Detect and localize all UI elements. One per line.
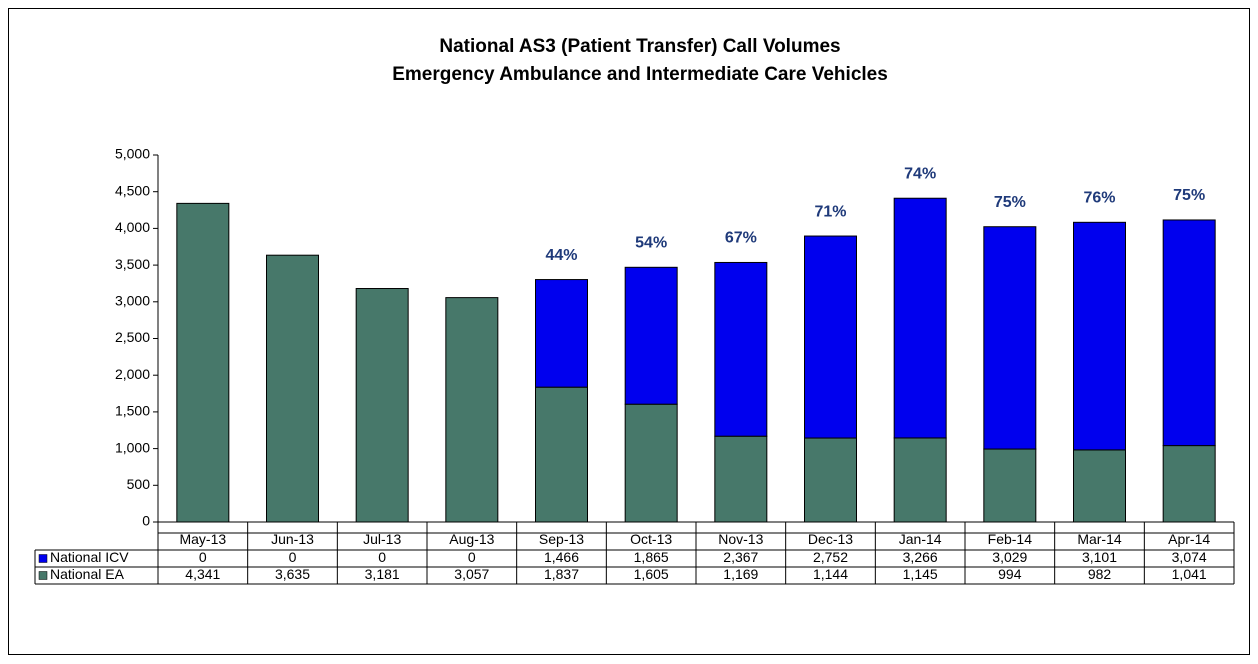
table-value: 994 — [998, 566, 1022, 582]
y-tick-label: 2,500 — [115, 329, 150, 345]
bar-segment — [1162, 445, 1216, 523]
bar-segment — [983, 226, 1037, 450]
table-value: 1,605 — [634, 566, 669, 582]
x-tick-label: Oct-13 — [630, 531, 672, 547]
table-value: 2,367 — [723, 549, 758, 565]
bar-segment — [176, 202, 230, 523]
bar-segment — [804, 235, 857, 439]
table-value: 3,266 — [903, 549, 938, 565]
legend-swatch — [38, 554, 48, 563]
table-value: 1,041 — [1172, 566, 1207, 582]
bar-segment — [893, 437, 947, 523]
y-tick-label: 3,500 — [115, 256, 150, 272]
table-value: 1,865 — [634, 549, 669, 565]
table-value: 3,101 — [1082, 549, 1117, 565]
share-label: 76% — [1083, 190, 1115, 207]
table-value: 0 — [378, 549, 386, 565]
bar-segment — [624, 266, 678, 405]
table-value: 1,145 — [903, 566, 938, 582]
table-value: 1,169 — [723, 566, 758, 582]
bar-segment — [535, 279, 588, 388]
bar-segment — [893, 197, 947, 439]
table-value: 4,341 — [185, 566, 220, 582]
bar-segment — [1073, 449, 1126, 523]
y-tick-label: 4,500 — [115, 182, 150, 198]
table-value: 3,635 — [275, 566, 310, 582]
bar-segment — [445, 297, 499, 523]
chart-title: National AS3 (Patient Transfer) Call Vol… — [439, 36, 840, 57]
bar-segment — [355, 288, 409, 523]
x-tick-label: Jul-13 — [363, 531, 401, 547]
x-tick-label: Dec-13 — [808, 531, 853, 547]
y-tick-label: 3,000 — [115, 293, 150, 309]
x-tick-label: Apr-14 — [1168, 531, 1210, 547]
share-label: 67% — [725, 230, 757, 247]
share-label: 44% — [545, 247, 577, 264]
legend-swatch — [38, 571, 48, 580]
y-tick-label: 4,000 — [115, 219, 150, 235]
table-value: 3,074 — [1172, 549, 1207, 565]
table-value: 2,752 — [813, 549, 848, 565]
table-value: 3,057 — [454, 566, 489, 582]
table-value: 1,466 — [544, 549, 579, 565]
table-value: 1,837 — [544, 566, 579, 582]
table-value: 1,144 — [813, 566, 848, 582]
bar-segment — [624, 403, 678, 523]
x-tick-label: Jan-14 — [899, 531, 942, 547]
bar-segment — [266, 254, 319, 523]
table-value: 3,029 — [992, 549, 1027, 565]
y-tick-label: 500 — [127, 476, 151, 492]
table-value: 0 — [468, 549, 476, 565]
table-value: 982 — [1088, 566, 1112, 582]
table-value: 0 — [199, 549, 207, 565]
share-label: 71% — [814, 203, 846, 220]
legend-label: National ICV — [50, 549, 129, 565]
bar-segment — [714, 261, 768, 437]
x-tick-label: Jun-13 — [271, 531, 314, 547]
y-tick-label: 1,000 — [115, 439, 150, 455]
y-tick-label: 0 — [142, 513, 150, 529]
table-value: 3,181 — [365, 566, 400, 582]
x-tick-label: May-13 — [179, 531, 226, 547]
share-label: 74% — [904, 165, 936, 182]
x-tick-label: Sep-13 — [539, 531, 584, 547]
x-tick-label: Aug-13 — [449, 531, 494, 547]
bar-segment — [1073, 221, 1126, 451]
share-label: 75% — [1173, 187, 1205, 204]
x-tick-label: Nov-13 — [718, 531, 763, 547]
y-tick-label: 2,000 — [115, 366, 150, 382]
bar-segment — [983, 448, 1037, 523]
bar-segment — [1162, 219, 1216, 447]
legend-label: National EA — [50, 566, 125, 582]
chart-subtitle: Emergency Ambulance and Intermediate Car… — [392, 64, 888, 85]
share-label: 54% — [635, 235, 667, 252]
y-tick-label: 5,000 — [115, 146, 150, 162]
share-label: 75% — [994, 194, 1026, 211]
bar-segment — [714, 435, 768, 523]
bar-segment — [804, 437, 857, 523]
y-tick-label: 1,500 — [115, 403, 150, 419]
x-tick-label: Mar-14 — [1077, 531, 1122, 547]
x-tick-label: Feb-14 — [988, 531, 1033, 547]
bar-segment — [535, 386, 588, 523]
table-value: 0 — [289, 549, 297, 565]
